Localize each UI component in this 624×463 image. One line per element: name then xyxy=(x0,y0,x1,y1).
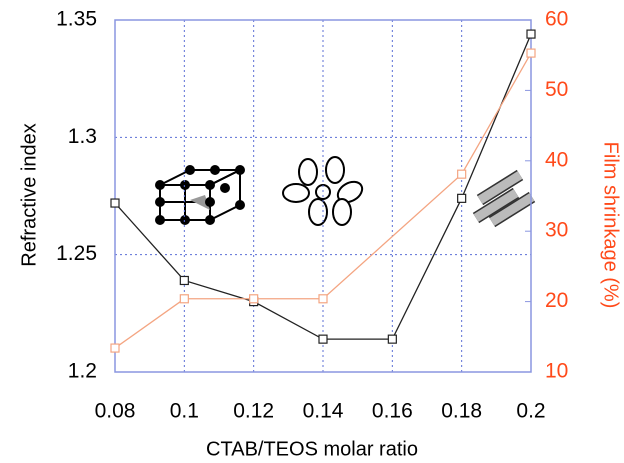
y2-tick-label: 10 xyxy=(545,360,568,383)
x-axis-title: CTAB/TEOS molar ratio xyxy=(206,438,418,460)
marker xyxy=(249,294,259,304)
series-line xyxy=(114,52,532,349)
marker xyxy=(318,334,328,344)
y2-tick-label: 40 xyxy=(545,148,568,171)
y2-tick-label: 20 xyxy=(545,289,568,312)
hexagonal-icon xyxy=(472,169,536,228)
x-tick-label: 0.18 xyxy=(441,400,482,423)
y2-axis-title: Film shrinkage (%) xyxy=(600,142,622,309)
cubic-micelle-icon xyxy=(282,156,364,226)
y-tick-label: 1.2 xyxy=(68,360,97,383)
marker xyxy=(526,48,536,58)
marker xyxy=(457,169,467,179)
cubic-icon xyxy=(155,165,245,225)
y2-tick-label: 50 xyxy=(545,78,568,101)
marker xyxy=(179,275,189,286)
x-tick-label: 0.16 xyxy=(372,400,413,423)
y-tick-label: 1.3 xyxy=(68,125,97,148)
y-tick-label: 1.25 xyxy=(56,242,97,265)
marker xyxy=(457,193,467,203)
plot-frame xyxy=(114,19,532,373)
y2-tick-label: 60 xyxy=(545,8,568,31)
marker xyxy=(179,294,189,304)
marker xyxy=(526,29,536,39)
x-tick-label: 0.1 xyxy=(170,400,199,423)
y-tick-label: 1.35 xyxy=(56,8,97,31)
marker xyxy=(110,198,120,208)
x-tick-label: 0.12 xyxy=(233,400,274,423)
x-tick-label: 0.08 xyxy=(95,400,136,423)
marker xyxy=(110,343,120,353)
y-axis-title: Refractive index xyxy=(18,123,40,266)
x-tick-label: 0.14 xyxy=(303,400,344,423)
marker xyxy=(387,334,397,344)
x-tick-label: 0.2 xyxy=(516,400,545,423)
y2-tick-label: 30 xyxy=(545,219,568,242)
marker xyxy=(318,294,328,304)
